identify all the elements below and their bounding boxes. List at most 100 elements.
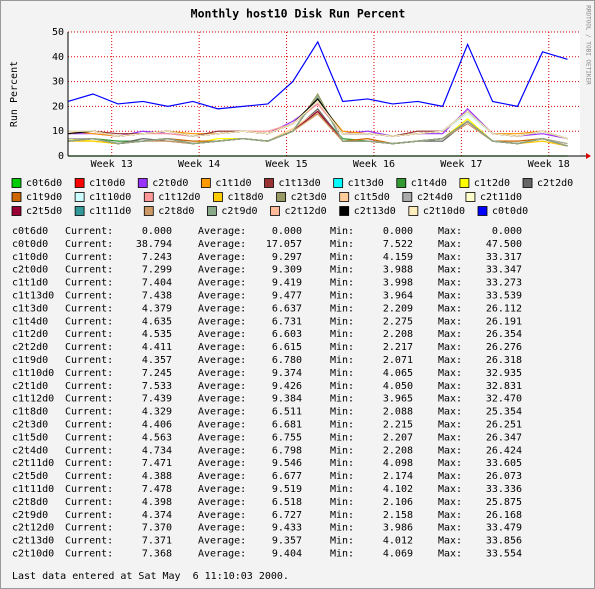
legend-label: c2t0d0 xyxy=(152,178,188,189)
stat-value: 7.243 xyxy=(142,252,172,263)
stat-value: 33.273 xyxy=(486,278,522,289)
legend-swatch xyxy=(11,192,22,202)
stat-value: 7.245 xyxy=(142,368,172,379)
stat-label: Average: xyxy=(198,458,246,469)
stat-value: 2.106 xyxy=(383,497,413,508)
stat-value: 33.605 xyxy=(486,458,522,469)
stat-value: 3.965 xyxy=(383,394,413,405)
x-tick-label: Week 13 xyxy=(91,159,133,170)
stat-value: 2.209 xyxy=(383,303,413,314)
legend-label: c1t11d0 xyxy=(89,206,131,217)
stat-value: 6.798 xyxy=(272,445,302,456)
legend-label: c1t2d0 xyxy=(474,178,510,189)
stat-label: Max: xyxy=(438,394,462,405)
stat-label: Max: xyxy=(438,303,462,314)
stat-name: c1t11d0 xyxy=(12,484,54,495)
stat-label: Average: xyxy=(198,381,246,392)
stat-label: Min: xyxy=(330,316,354,327)
legend-swatch xyxy=(143,192,154,202)
legend-swatch xyxy=(200,178,211,188)
y-tick-label: 30 xyxy=(52,77,64,88)
legend-swatch xyxy=(137,178,148,188)
legend-label: c1t13d0 xyxy=(279,178,321,189)
stat-value: 7.370 xyxy=(142,523,172,534)
legend-swatch xyxy=(333,178,344,188)
stat-label: Current: xyxy=(65,536,113,547)
stat-value: 4.065 xyxy=(383,368,413,379)
stat-value: 4.535 xyxy=(142,329,172,340)
stat-value: 0.000 xyxy=(142,226,172,237)
stat-value: 9.309 xyxy=(272,265,302,276)
stat-name: c2t13d0 xyxy=(12,536,54,547)
legend-label: c2t13d0 xyxy=(354,206,396,217)
legend-label: c1t0d0 xyxy=(89,178,125,189)
stat-value: 7.368 xyxy=(142,549,172,560)
stat-value: 7.522 xyxy=(383,239,413,250)
stat-label: Current: xyxy=(65,510,113,521)
stat-label: Min: xyxy=(330,278,354,289)
stat-name: c0t0d0 xyxy=(12,239,48,250)
stat-label: Max: xyxy=(438,471,462,482)
stat-label: Min: xyxy=(330,303,354,314)
stat-value: 9.384 xyxy=(272,394,302,405)
legend-label: c2t5d0 xyxy=(26,206,62,217)
stat-label: Average: xyxy=(198,394,246,405)
legend-swatch xyxy=(459,178,470,188)
stat-value: 6.731 xyxy=(272,316,302,327)
stat-value: 17.057 xyxy=(266,239,302,250)
stat-label: Average: xyxy=(198,432,246,443)
stat-label: Max: xyxy=(438,536,462,547)
series-line xyxy=(67,40,568,110)
stat-label: Average: xyxy=(198,291,246,302)
stat-label: Average: xyxy=(198,278,246,289)
stat-label: Average: xyxy=(198,510,246,521)
series-line xyxy=(68,100,568,140)
stat-label: Min: xyxy=(330,355,354,366)
y-tick-label: 10 xyxy=(52,126,64,137)
stat-label: Min: xyxy=(330,420,354,431)
stat-label: Current: xyxy=(65,316,113,327)
stat-value: 9.433 xyxy=(272,523,302,534)
stat-label: Average: xyxy=(198,420,246,431)
stat-value: 4.374 xyxy=(142,510,172,521)
stat-value: 4.379 xyxy=(142,303,172,314)
stat-label: Current: xyxy=(65,523,113,534)
legend-label: c2t8d0 xyxy=(158,206,194,217)
stat-label: Average: xyxy=(198,303,246,314)
stat-label: Average: xyxy=(198,445,246,456)
stat-value: 4.159 xyxy=(383,252,413,263)
stat-value: 33.336 xyxy=(486,484,522,495)
stat-value: 26.276 xyxy=(486,342,522,353)
stat-value: 3.998 xyxy=(383,278,413,289)
stat-label: Current: xyxy=(65,445,113,456)
stat-label: Current: xyxy=(65,394,113,405)
stat-value: 4.102 xyxy=(383,484,413,495)
stat-label: Max: xyxy=(438,239,462,250)
stat-name: c1t9d0 xyxy=(12,355,48,366)
stat-label: Current: xyxy=(65,278,113,289)
legend-label: c1t10d0 xyxy=(89,192,131,203)
stat-value: 0.000 xyxy=(492,226,522,237)
stat-value: 26.168 xyxy=(486,510,522,521)
stat-label: Current: xyxy=(65,355,113,366)
stat-label: Average: xyxy=(198,368,246,379)
stat-label: Current: xyxy=(65,484,113,495)
stat-value: 6.615 xyxy=(272,342,302,353)
stat-value: 32.831 xyxy=(486,381,522,392)
stat-value: 38.794 xyxy=(136,239,172,250)
stat-value: 7.299 xyxy=(142,265,172,276)
stat-value: 33.347 xyxy=(486,265,522,276)
stat-label: Average: xyxy=(198,523,246,534)
stat-name: c1t8d0 xyxy=(12,407,48,418)
stat-value: 25.875 xyxy=(486,497,522,508)
stat-name: c1t10d0 xyxy=(12,368,54,379)
stat-value: 3.988 xyxy=(383,265,413,276)
stat-value: 4.388 xyxy=(142,471,172,482)
stat-label: Min: xyxy=(330,523,354,534)
stat-label: Min: xyxy=(330,432,354,443)
stat-value: 4.406 xyxy=(142,420,172,431)
stat-label: Min: xyxy=(330,226,354,237)
stat-value: 7.404 xyxy=(142,278,172,289)
stat-label: Min: xyxy=(330,291,354,302)
stat-value: 4.329 xyxy=(142,407,172,418)
